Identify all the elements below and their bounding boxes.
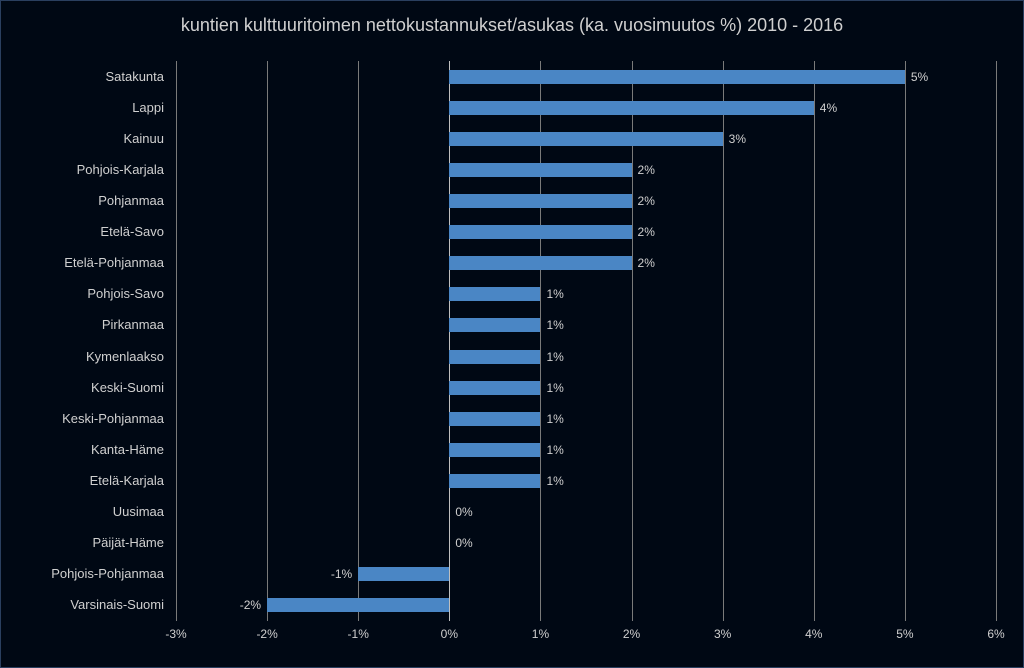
y-category-label: Lappi	[132, 101, 164, 115]
chart-title: kuntien kulttuuritoimen nettokustannukse…	[1, 15, 1023, 36]
bar-value-label: 5%	[911, 70, 928, 84]
x-tick-label: 3%	[714, 627, 731, 641]
x-gridline	[267, 61, 268, 621]
x-gridline	[358, 61, 359, 621]
bar	[449, 225, 631, 239]
y-category-label: Etelä-Pohjanmaa	[64, 256, 164, 270]
y-category-label: Pohjois-Karjala	[77, 163, 164, 177]
bar	[449, 70, 905, 84]
bar-value-label: 1%	[546, 412, 563, 426]
y-category-label: Kainuu	[124, 132, 164, 146]
x-gridline	[996, 61, 997, 621]
bar	[449, 194, 631, 208]
bar-value-label: 2%	[638, 256, 655, 270]
y-category-label: Kymenlaakso	[86, 350, 164, 364]
y-category-label: Pohjois-Savo	[87, 287, 164, 301]
bar	[449, 287, 540, 301]
bar-value-label: 4%	[820, 101, 837, 115]
bar-value-label: 1%	[546, 474, 563, 488]
y-category-label: Pohjois-Pohjanmaa	[51, 567, 164, 581]
x-tick-label: 1%	[532, 627, 549, 641]
y-category-label: Keski-Pohjanmaa	[62, 412, 164, 426]
bar	[449, 318, 540, 332]
bar	[449, 381, 540, 395]
plot-area: -3%-2%-1%0%1%2%3%4%5%6%Satakunta5%Lappi4…	[176, 61, 996, 621]
bar	[449, 412, 540, 426]
x-tick-label: 4%	[805, 627, 822, 641]
x-tick-label: 0%	[441, 627, 458, 641]
x-gridline	[814, 61, 815, 621]
bar-value-label: 2%	[638, 194, 655, 208]
bar-value-label: 0%	[455, 536, 472, 550]
y-category-label: Päijät-Häme	[92, 536, 164, 550]
bar-value-label: -2%	[240, 598, 261, 612]
bar-value-label: 2%	[638, 163, 655, 177]
bar	[449, 101, 813, 115]
bar	[449, 256, 631, 270]
y-category-label: Pohjanmaa	[98, 194, 164, 208]
y-category-label: Kanta-Häme	[91, 443, 164, 457]
y-category-label: Pirkanmaa	[102, 318, 164, 332]
bar-value-label: 0%	[455, 505, 472, 519]
x-tick-label: -1%	[348, 627, 369, 641]
bar-value-label: -1%	[331, 567, 352, 581]
bar-value-label: 1%	[546, 287, 563, 301]
x-gridline	[176, 61, 177, 621]
x-tick-label: 5%	[896, 627, 913, 641]
y-category-label: Etelä-Savo	[100, 225, 164, 239]
x-tick-label: -2%	[256, 627, 277, 641]
y-category-label: Etelä-Karjala	[90, 474, 164, 488]
x-tick-label: -3%	[165, 627, 186, 641]
bar-value-label: 3%	[729, 132, 746, 146]
chart-container: kuntien kulttuuritoimen nettokustannukse…	[0, 0, 1024, 668]
bar	[358, 567, 449, 581]
bar	[449, 350, 540, 364]
bar-value-label: 2%	[638, 225, 655, 239]
x-gridline	[905, 61, 906, 621]
y-category-label: Varsinais-Suomi	[70, 598, 164, 612]
bar-value-label: 1%	[546, 443, 563, 457]
x-tick-label: 6%	[987, 627, 1004, 641]
bar	[449, 163, 631, 177]
x-gridline	[723, 61, 724, 621]
bar-value-label: 1%	[546, 318, 563, 332]
y-category-label: Satakunta	[105, 70, 164, 84]
bar	[449, 474, 540, 488]
y-category-label: Uusimaa	[113, 505, 164, 519]
bar	[267, 598, 449, 612]
bar	[449, 132, 722, 146]
bar-value-label: 1%	[546, 381, 563, 395]
y-category-label: Keski-Suomi	[91, 381, 164, 395]
x-tick-label: 2%	[623, 627, 640, 641]
bar	[449, 443, 540, 457]
bar-value-label: 1%	[546, 350, 563, 364]
